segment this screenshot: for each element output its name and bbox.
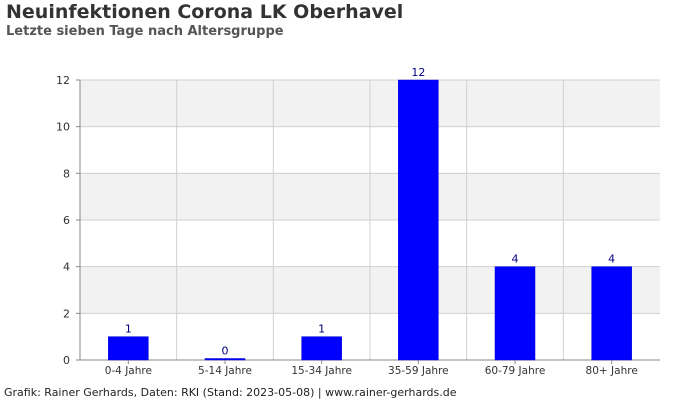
bar bbox=[301, 336, 342, 361]
y-tick-label: 8 bbox=[63, 167, 70, 180]
bar-value-label: 4 bbox=[608, 253, 615, 266]
bar bbox=[398, 79, 439, 361]
bar bbox=[494, 266, 536, 361]
chart-subtitle: Letzte sieben Tage nach Altersgruppe bbox=[6, 24, 284, 39]
bar-value-label: 0 bbox=[222, 345, 229, 358]
bar-value-label: 1 bbox=[125, 323, 132, 336]
y-tick-label: 6 bbox=[63, 214, 70, 227]
x-tick-label: 60-79 Jahre bbox=[485, 365, 546, 377]
bar-value-label: 12 bbox=[411, 66, 425, 79]
bar bbox=[591, 266, 632, 361]
bar-value-label: 4 bbox=[512, 253, 519, 266]
x-tick-label: 0-4 Jahre bbox=[105, 365, 152, 377]
y-tick-label: 4 bbox=[63, 261, 70, 274]
chart-title: Neuinfektionen Corona LK Oberhavel bbox=[6, 1, 404, 23]
x-tick-label: 15-34 Jahre bbox=[291, 365, 352, 377]
source-footer: Grafik: Rainer Gerhards, Daten: RKI (Sta… bbox=[4, 386, 457, 399]
x-tick-label: 35-59 Jahre bbox=[388, 365, 449, 377]
x-tick-label: 5-14 Jahre bbox=[198, 365, 252, 377]
y-tick-label: 2 bbox=[63, 307, 70, 320]
y-tick-label: 10 bbox=[56, 121, 70, 134]
x-tick-label: 80+ Jahre bbox=[586, 365, 638, 377]
y-tick-label: 0 bbox=[63, 354, 70, 367]
bar bbox=[204, 358, 246, 361]
y-tick-label: 12 bbox=[56, 74, 70, 87]
bar-value-label: 1 bbox=[318, 323, 325, 336]
bar bbox=[108, 336, 149, 361]
